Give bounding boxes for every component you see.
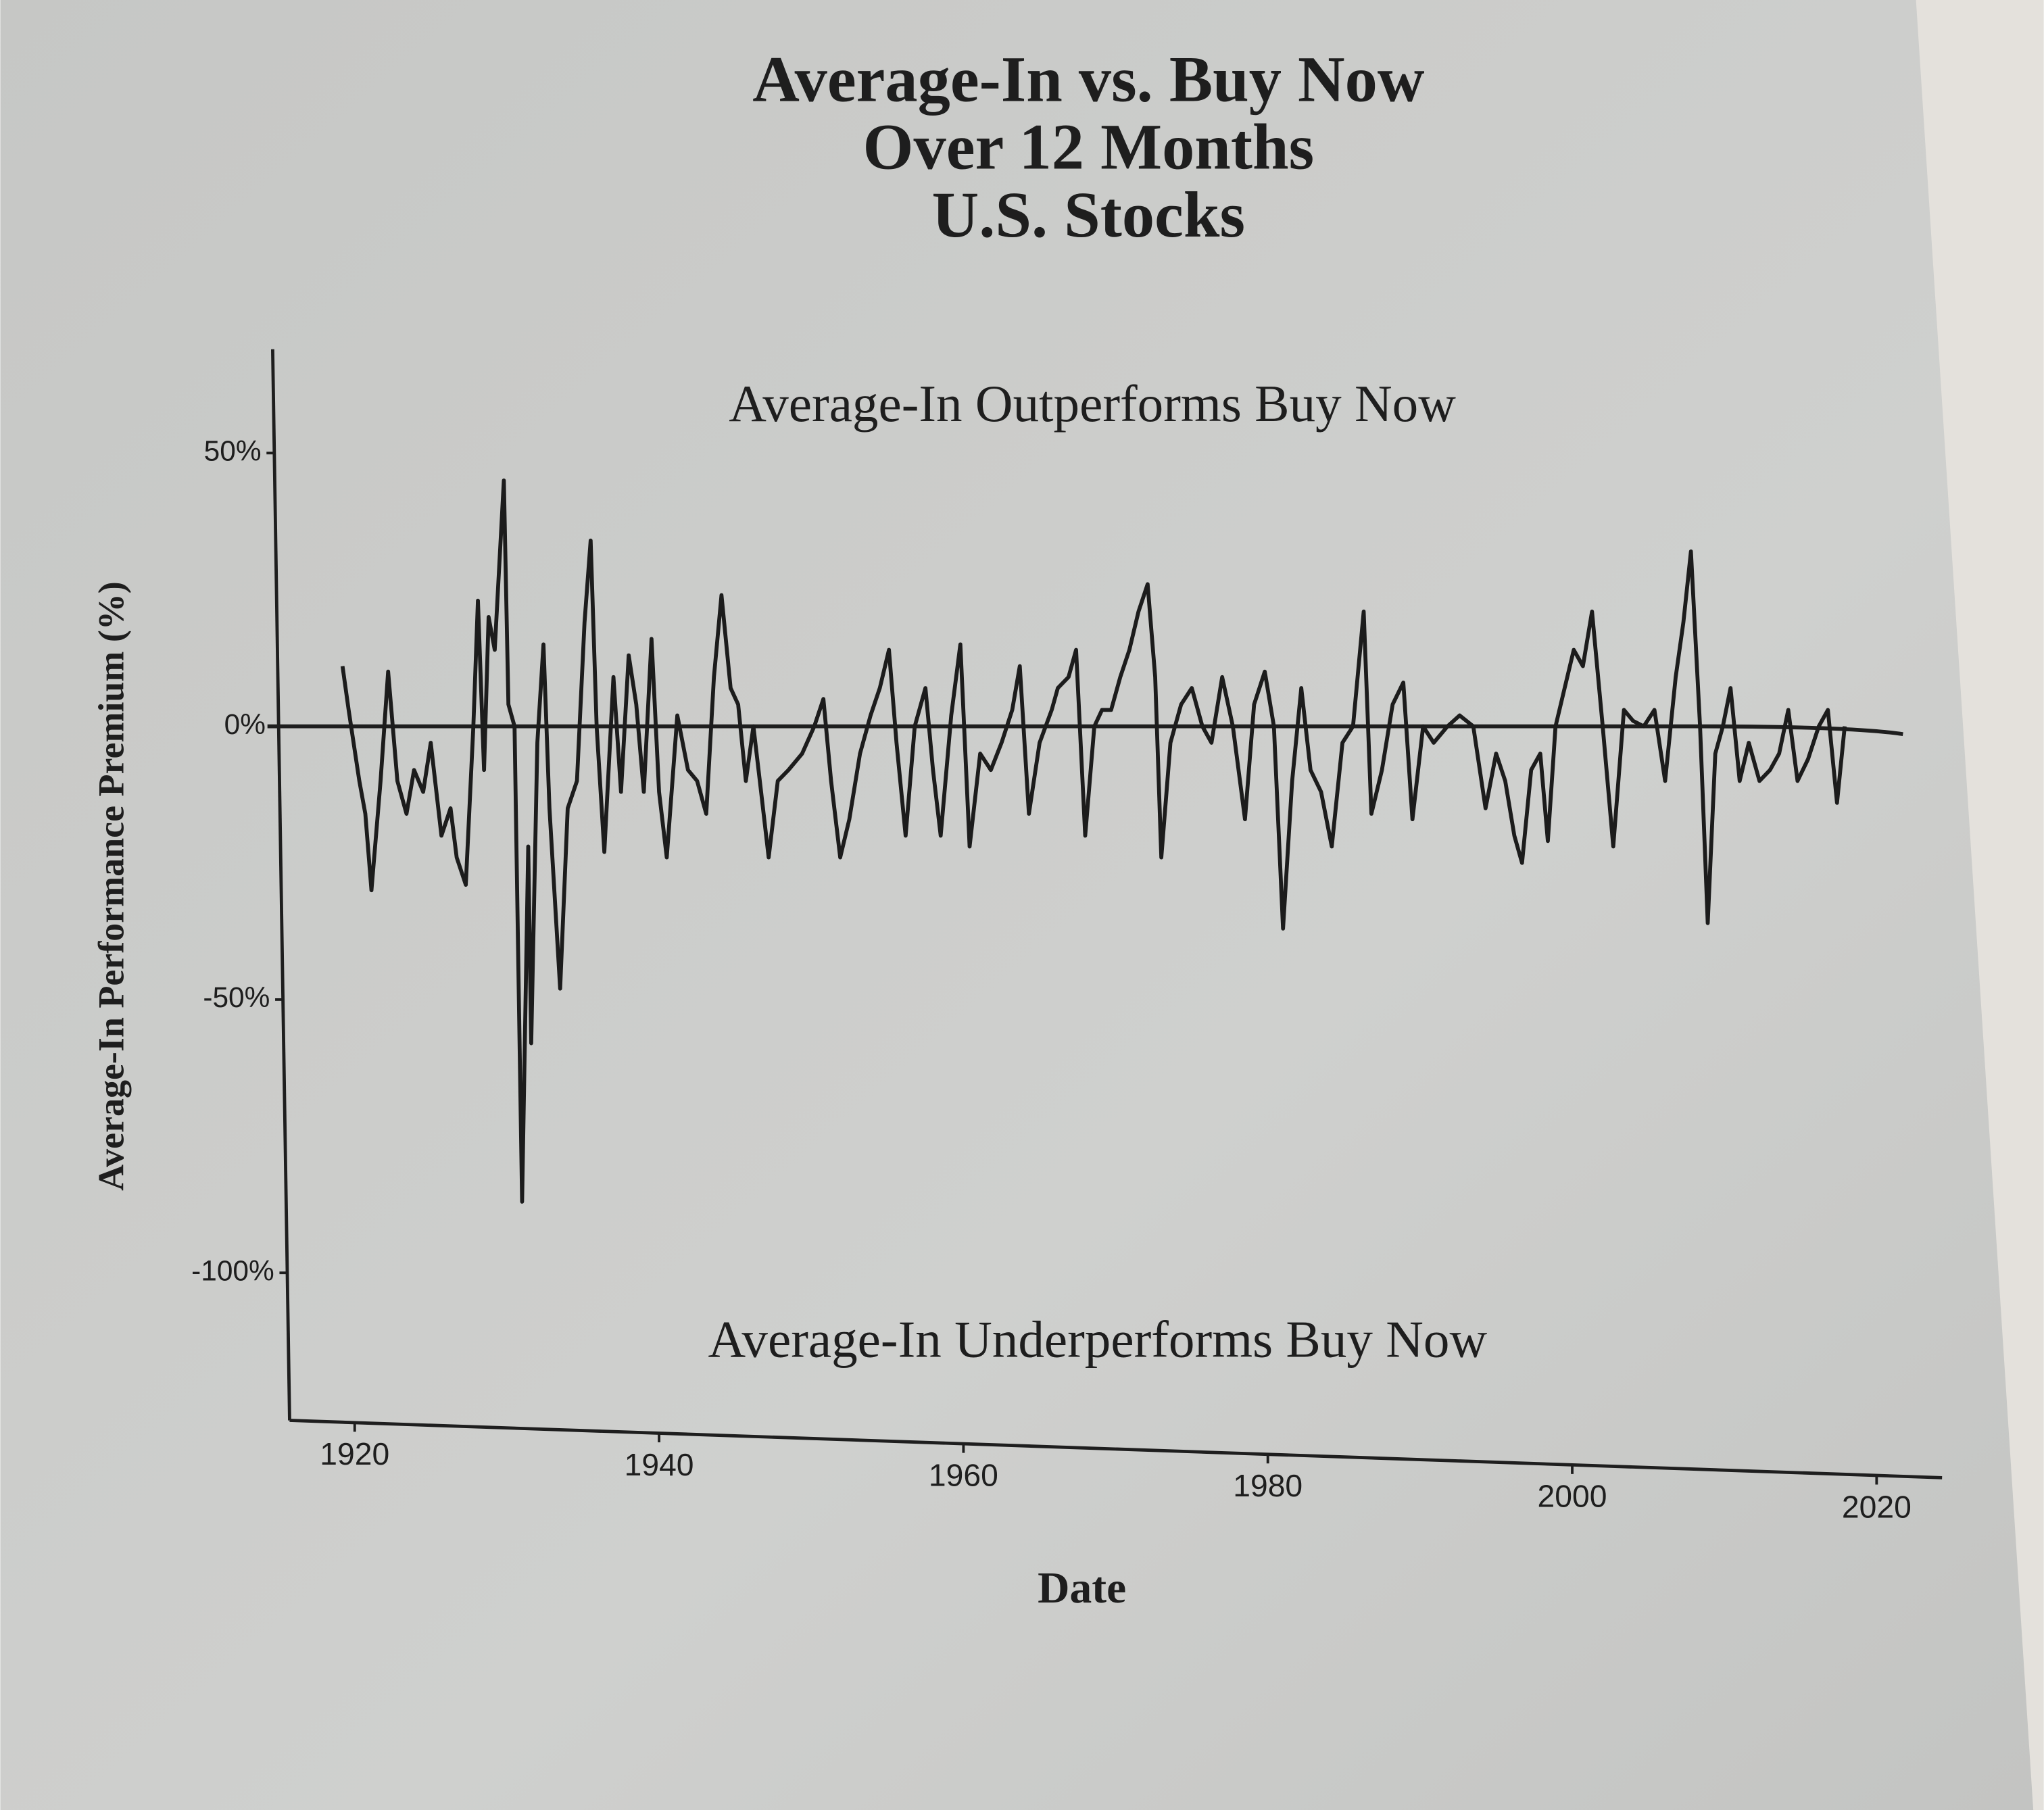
data-line [340,478,1847,1204]
chart-title: U.S. Stocks [932,178,1245,251]
x-axis [289,1419,1943,1479]
annotation: Average-In Underperforms Buy Now [708,1310,1487,1368]
y-axis-label: Average-In Performance Premium (%) [91,581,131,1191]
y-axis [270,349,291,1421]
x-tick-label: 2000 [1538,1479,1607,1514]
x-tick-label: 2020 [1842,1489,1912,1524]
x-tick-label: 1920 [320,1436,389,1471]
x-axis-label: Date [1038,1564,1126,1613]
y-tick-label: -50% [203,981,270,1013]
x-tick-label: 1940 [625,1447,694,1482]
y-tick-label: -100% [191,1254,274,1286]
chart-title: Average-In vs. Buy Now [752,43,1425,115]
x-tick-label: 1980 [1233,1468,1303,1503]
y-tick-label: 50% [204,435,262,467]
page-edge [1916,0,2044,1810]
chart-title: Over 12 Months [863,111,1315,183]
y-tick-label: 0% [224,708,266,740]
annotation: Average-In Outperforms Buy Now [729,374,1456,433]
x-tick-label: 1960 [929,1457,998,1492]
